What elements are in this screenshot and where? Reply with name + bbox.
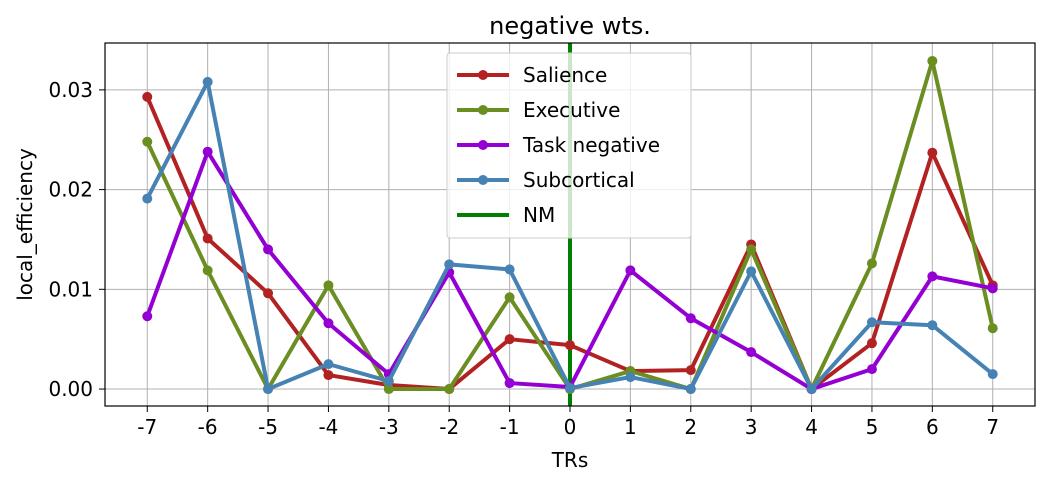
y-tick-label: 0.03 (48, 78, 93, 102)
x-tick-label: -5 (258, 415, 278, 439)
legend-item-task-negative: Task negative (457, 133, 660, 157)
x-tick-label: 2 (684, 415, 697, 439)
executive-point (444, 384, 455, 395)
salience-point (263, 288, 274, 299)
legend-marker (478, 175, 488, 185)
subcortical-point (263, 384, 274, 395)
subcortical-point (866, 317, 877, 328)
salience-point (504, 334, 515, 345)
y-tick-label: 0.00 (48, 377, 93, 401)
legend-label: Task negative (522, 133, 660, 157)
legend: Salience Executive Task negative Subcortica… (446, 52, 692, 239)
subcortical-point (746, 266, 757, 277)
x-tick-label: 4 (805, 415, 818, 439)
x-axis: -7 -6 -5 -4 -3 -2 -1 0 1 2 3 4 5 6 7 (137, 406, 999, 439)
executive-point (383, 384, 394, 395)
executive-point (866, 258, 877, 269)
subcortical-point (142, 193, 153, 204)
legend-label: Subcortical (523, 168, 635, 192)
task-negative-point (927, 271, 938, 282)
legend-box (446, 52, 692, 239)
subcortical-point (504, 264, 515, 275)
x-tick-label: -4 (318, 415, 338, 439)
executive-point (202, 265, 213, 276)
y-tick-label: 0.02 (48, 178, 93, 202)
salience-point (202, 233, 213, 244)
series-subcortical (142, 76, 998, 395)
y-tick-label: 0.01 (48, 277, 93, 301)
x-axis-label: TRs (551, 448, 589, 472)
task-negative-point (625, 265, 636, 276)
subcortical-point (806, 384, 817, 395)
x-tick-label: -1 (500, 415, 520, 439)
subcortical-point (565, 383, 575, 394)
salience-point (866, 338, 877, 349)
legend-marker (478, 70, 488, 80)
x-tick-label: 6 (926, 415, 939, 439)
executive-point (927, 55, 938, 66)
x-tick-label: -3 (379, 415, 399, 439)
x-tick-label: 3 (745, 415, 758, 439)
task-negative-point (504, 378, 515, 389)
task-negative-point (142, 311, 153, 322)
subcortical-point (383, 376, 394, 387)
x-tick-label: 0 (564, 415, 577, 439)
task-negative-point (987, 283, 998, 294)
legend-label: NM (523, 203, 555, 227)
subcortical-point (685, 384, 696, 395)
legend-label: Executive (523, 98, 620, 122)
salience-point (142, 91, 153, 102)
subcortical-point (625, 372, 636, 383)
task-negative-point (323, 318, 334, 329)
subcortical-point (444, 259, 455, 270)
task-negative-point (866, 364, 877, 375)
executive-point (323, 280, 334, 291)
legend-item-salience: Salience (457, 63, 607, 87)
executive-point (987, 323, 998, 334)
legend-item-subcortical: Subcortical (457, 168, 635, 192)
salience-point (323, 370, 334, 381)
legend-item-executive: Executive (457, 98, 620, 122)
salience-point (565, 340, 575, 351)
legend-marker (478, 140, 488, 150)
executive-point (504, 292, 515, 303)
series-layer (142, 55, 998, 395)
x-tick-label: -6 (198, 415, 218, 439)
x-tick-label: 5 (866, 415, 879, 439)
x-tick-label: 7 (986, 415, 999, 439)
task-negative-point (685, 313, 696, 324)
x-tick-label: -2 (439, 415, 459, 439)
task-negative-point (263, 244, 274, 255)
subcortical-point (323, 359, 334, 370)
executive-point (746, 244, 757, 255)
subcortical-point (927, 320, 938, 331)
legend-label: Salience (523, 63, 607, 87)
salience-point (685, 365, 696, 376)
y-axis: 0.00 0.01 0.02 0.03 (48, 78, 105, 401)
task-negative-point (746, 347, 757, 358)
legend-marker (478, 105, 488, 115)
task-negative-point (202, 146, 213, 157)
chart-title: negative wts. (489, 12, 651, 40)
executive-point (142, 136, 153, 147)
x-tick-label: 1 (624, 415, 637, 439)
subcortical-point (202, 76, 213, 87)
salience-point (927, 147, 938, 158)
legend-item-nm: NM (457, 203, 555, 227)
subcortical-point (987, 369, 998, 380)
y-axis-label: local_efficiency (13, 148, 37, 301)
x-tick-label: -7 (137, 415, 157, 439)
